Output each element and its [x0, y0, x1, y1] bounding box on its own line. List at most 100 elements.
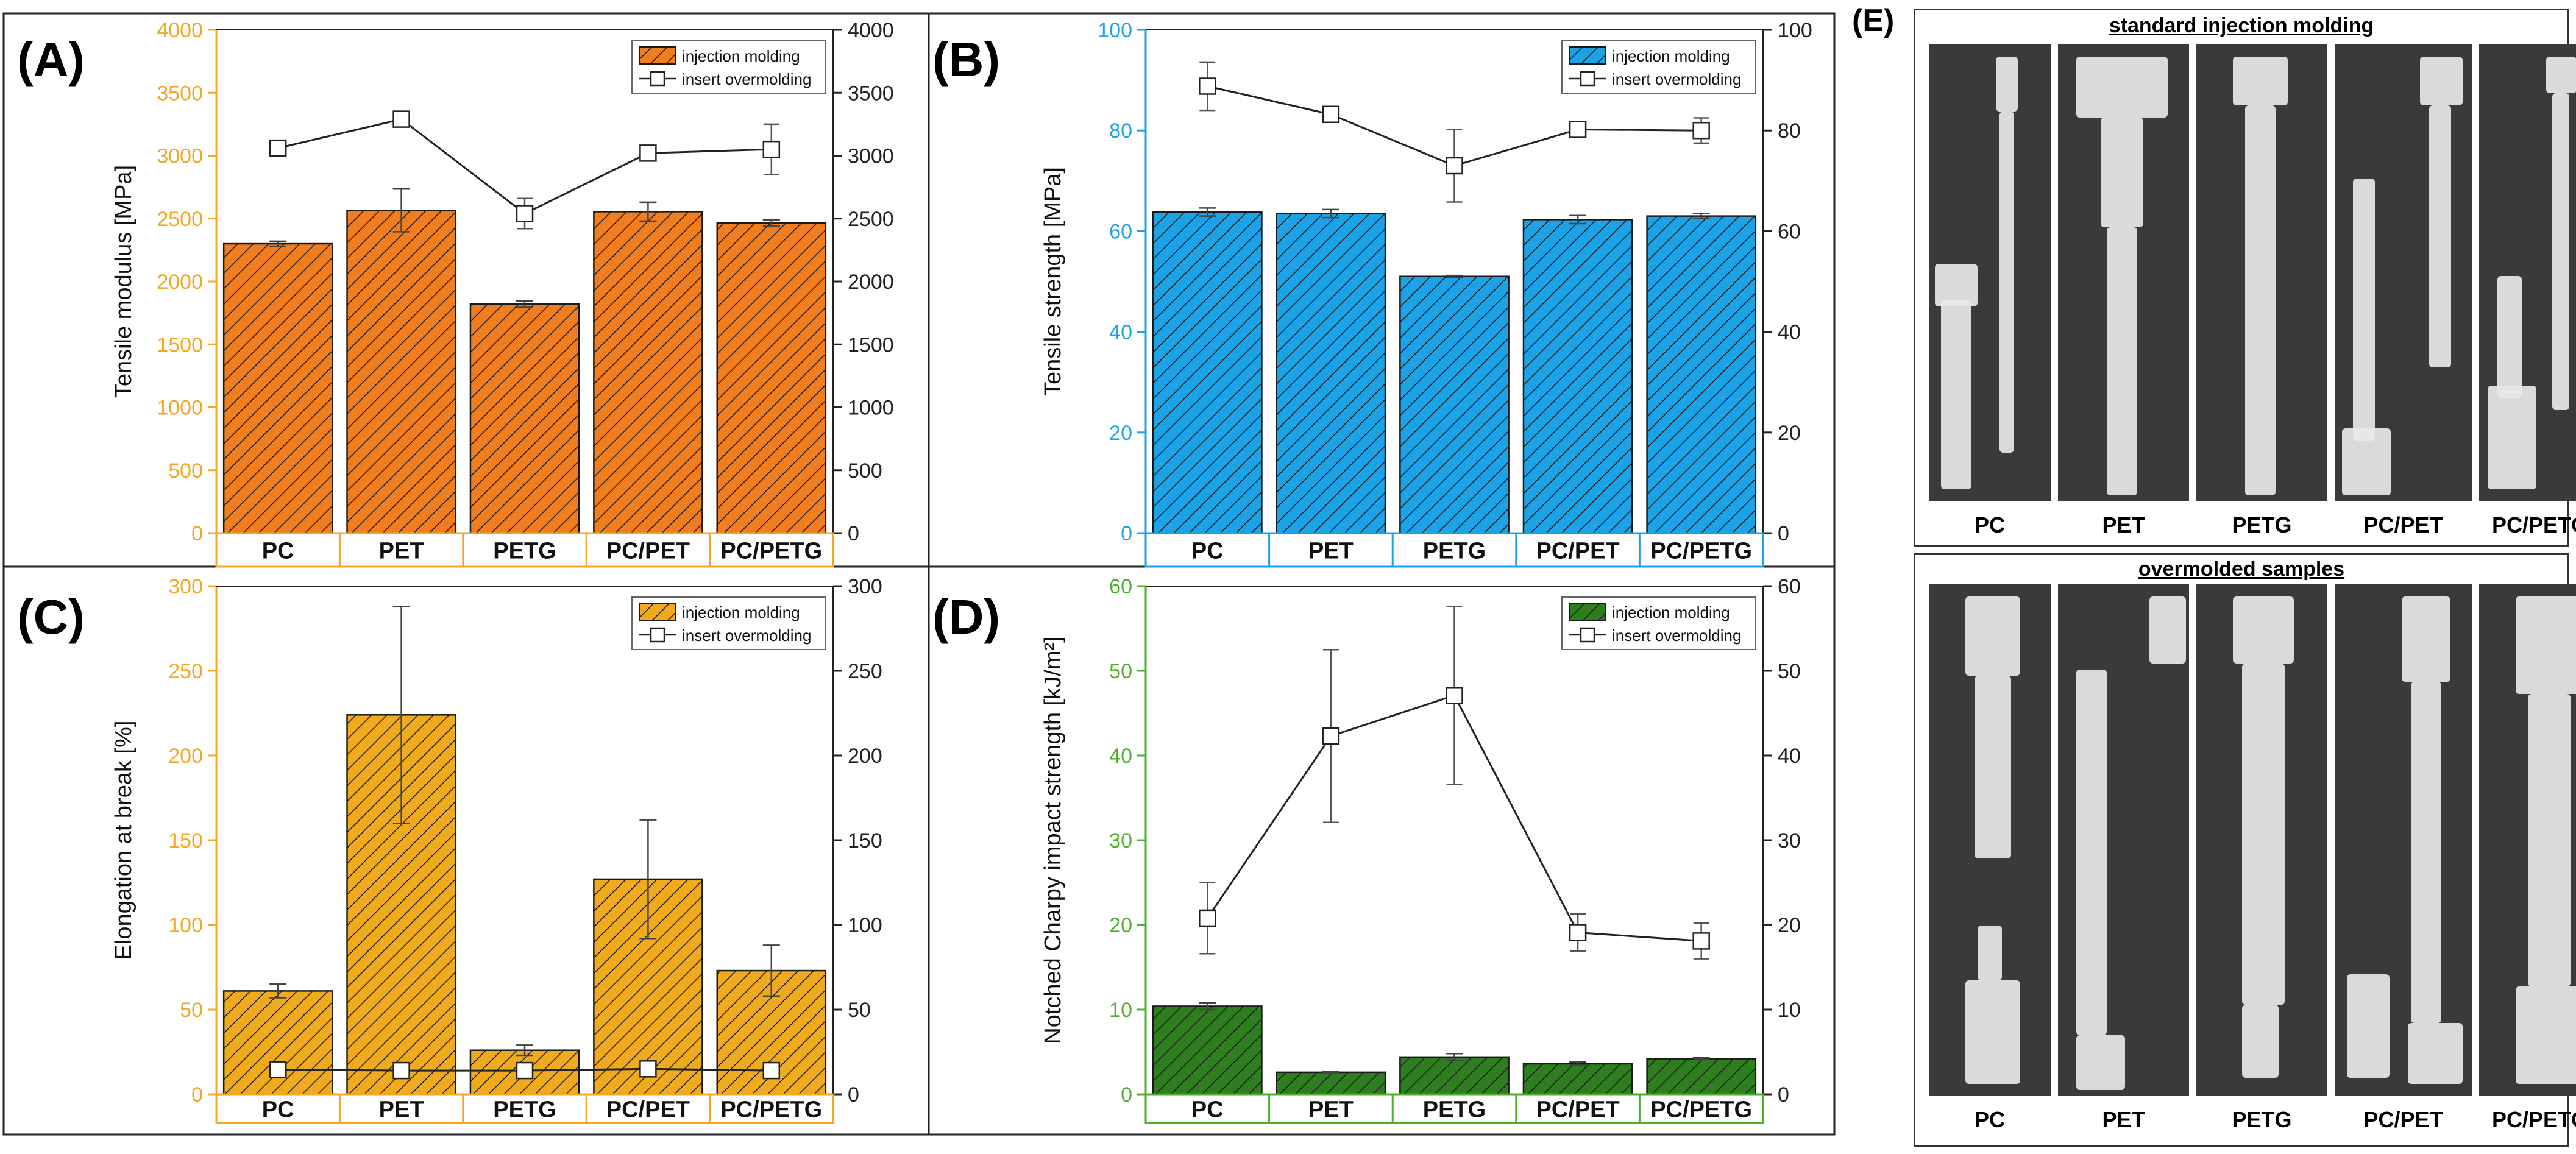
ytick-label-left-C: 300	[168, 575, 203, 598]
specimen-shape	[1965, 980, 2020, 1084]
ytick-label-left-D: 50	[1109, 660, 1132, 683]
overmolded-label-2: PETG	[2232, 1107, 2292, 1132]
ytick-label-right-A: 2000	[848, 271, 894, 294]
bar-errorbar-C-3	[639, 819, 657, 940]
bar-C-0	[222, 990, 333, 1096]
ytick-label-left-D: 40	[1109, 745, 1132, 768]
point-D-2	[1446, 687, 1463, 704]
ytick-label-left-C: 50	[180, 999, 203, 1022]
chart-B: (B) 0 0 20 20 40 40 60 60 80 80 100 100 PC PET PETG PC/P…	[932, 19, 1812, 568]
bar-D-4	[1646, 1058, 1757, 1096]
ytick-label-right-D: 20	[1778, 914, 1801, 937]
specimen-shape	[2347, 974, 2390, 1078]
bar-A-2	[469, 303, 580, 534]
point-A-1	[392, 110, 410, 128]
ylabel-C: Elongation at break [%]	[111, 721, 137, 960]
bar-errorbar-C-0	[269, 983, 287, 999]
point-B-4	[1692, 121, 1710, 140]
bar-errorbar-C-2	[516, 1044, 533, 1057]
point-A-2	[516, 205, 534, 222]
category-label-B-1: PET	[1308, 539, 1354, 564]
overmolded-photo-0	[1929, 584, 2051, 1096]
specimen-shape	[2101, 118, 2143, 227]
bar-errorbar-D-3	[1569, 1061, 1587, 1066]
ytick-label-right-D: 0	[1778, 1083, 1789, 1106]
standard-samples-box: standard injection molding PC PET PETG PC/P…	[1914, 9, 2576, 547]
bar-errorbar-C-1	[392, 606, 410, 824]
point-B-0	[1199, 77, 1216, 95]
specimen-shape	[2429, 105, 2451, 367]
ytick-label-left-D: 0	[1121, 1083, 1132, 1106]
bar-A-4	[716, 222, 827, 534]
ytick-label-left-B: 80	[1109, 119, 1132, 143]
specimen-shape	[1965, 596, 2020, 676]
specimen-shape	[2353, 179, 2375, 441]
bar-B-0	[1152, 211, 1263, 534]
point-A-3	[639, 144, 657, 162]
ytick-label-right-A: 3500	[848, 82, 894, 105]
legend-label-bar: injection molding	[682, 603, 800, 621]
standard-photo-0	[1929, 44, 2051, 501]
standard-photo-3	[2335, 44, 2472, 501]
specimen-shape	[2342, 428, 2391, 495]
category-label-C-2: PETG	[493, 1097, 556, 1123]
standard-label-0: PC	[1974, 512, 2005, 537]
overmolded-photo-1	[2058, 584, 2189, 1096]
bar-errorbar-A-0	[269, 240, 287, 247]
bar-errorbar-D-2	[1446, 1053, 1463, 1061]
category-label-A-4: PC/PETG	[720, 539, 822, 564]
specimen-shape	[2107, 227, 2137, 495]
overmolded-label-3: PC/PET	[2363, 1107, 2443, 1132]
legend-B: injection molding insert overmolding	[1561, 40, 1756, 94]
ytick-label-left-A: 2500	[157, 208, 203, 231]
specimen-shape	[1996, 57, 2018, 112]
specimen-shape	[2076, 1035, 2125, 1090]
specimen-shape	[2516, 596, 2576, 694]
ytick-label-left-C: 0	[191, 1083, 203, 1106]
ytick-label-left-D: 60	[1109, 575, 1132, 598]
ytick-label-right-A: 0	[848, 522, 859, 545]
point-C-4	[762, 1061, 781, 1080]
bar-A-3	[593, 211, 703, 534]
legend-C: injection molding insert overmolding	[631, 596, 826, 650]
bar-errorbar-D-4	[1692, 1057, 1710, 1061]
panel-label-A: (A)	[17, 32, 85, 87]
panel-e-label: (E)	[1852, 3, 1895, 38]
ytick-label-right-D: 10	[1778, 999, 1801, 1022]
specimen-shape	[1941, 300, 1971, 489]
specimen-shape	[2516, 986, 2576, 1084]
panel-label-C: (C)	[17, 590, 85, 644]
chart-D: (D) 0 0 10 10 20 20 30 30 40 40 50 50 60 60 PC PET PETG PC…	[932, 575, 1801, 1124]
point-D-4	[1692, 932, 1710, 950]
bar-A-1	[346, 210, 456, 534]
point-B-1	[1322, 105, 1340, 124]
category-label-B-4: PC/PETG	[1650, 539, 1752, 564]
point-B-3	[1569, 121, 1587, 138]
ytick-label-left-A: 3000	[157, 145, 203, 168]
ytick-label-right-A: 2500	[848, 208, 894, 231]
legend-label-line: insert overmolding	[682, 626, 811, 645]
point-C-1	[392, 1061, 410, 1080]
standard-samples-title: standard injection molding	[2109, 14, 2374, 37]
point-D-1	[1322, 727, 1340, 745]
ytick-label-left-B: 0	[1121, 522, 1132, 545]
ytick-label-right-C: 200	[848, 745, 882, 768]
overmolded-photo-4	[2479, 584, 2576, 1096]
legend-D: injection molding insert overmolding	[1561, 596, 1756, 650]
specimen-shape	[2149, 596, 2186, 664]
legend-label-line: insert overmolding	[1612, 70, 1741, 88]
category-label-A-0: PC	[262, 539, 294, 564]
specimen-shape	[1999, 112, 2014, 453]
ytick-label-right-D: 60	[1778, 575, 1801, 598]
bar-errorbar-B-1	[1322, 208, 1339, 219]
legend-label-bar: injection molding	[682, 47, 800, 65]
point-C-0	[269, 1061, 287, 1078]
chart-A: (A) 0 0 500 500 1000 1000 1500 1500 2000 2000 2500 2…	[17, 19, 894, 568]
specimen-shape	[2488, 386, 2536, 489]
ylabel-B: Tensile strength [MPa]	[1040, 167, 1066, 396]
point-A-4	[762, 140, 781, 158]
ylabel-D: Notched Charpy impact strength [kJ/m²]	[1040, 636, 1066, 1044]
category-label-D-1: PET	[1308, 1097, 1354, 1123]
bar-errorbar-B-2	[1446, 274, 1463, 278]
